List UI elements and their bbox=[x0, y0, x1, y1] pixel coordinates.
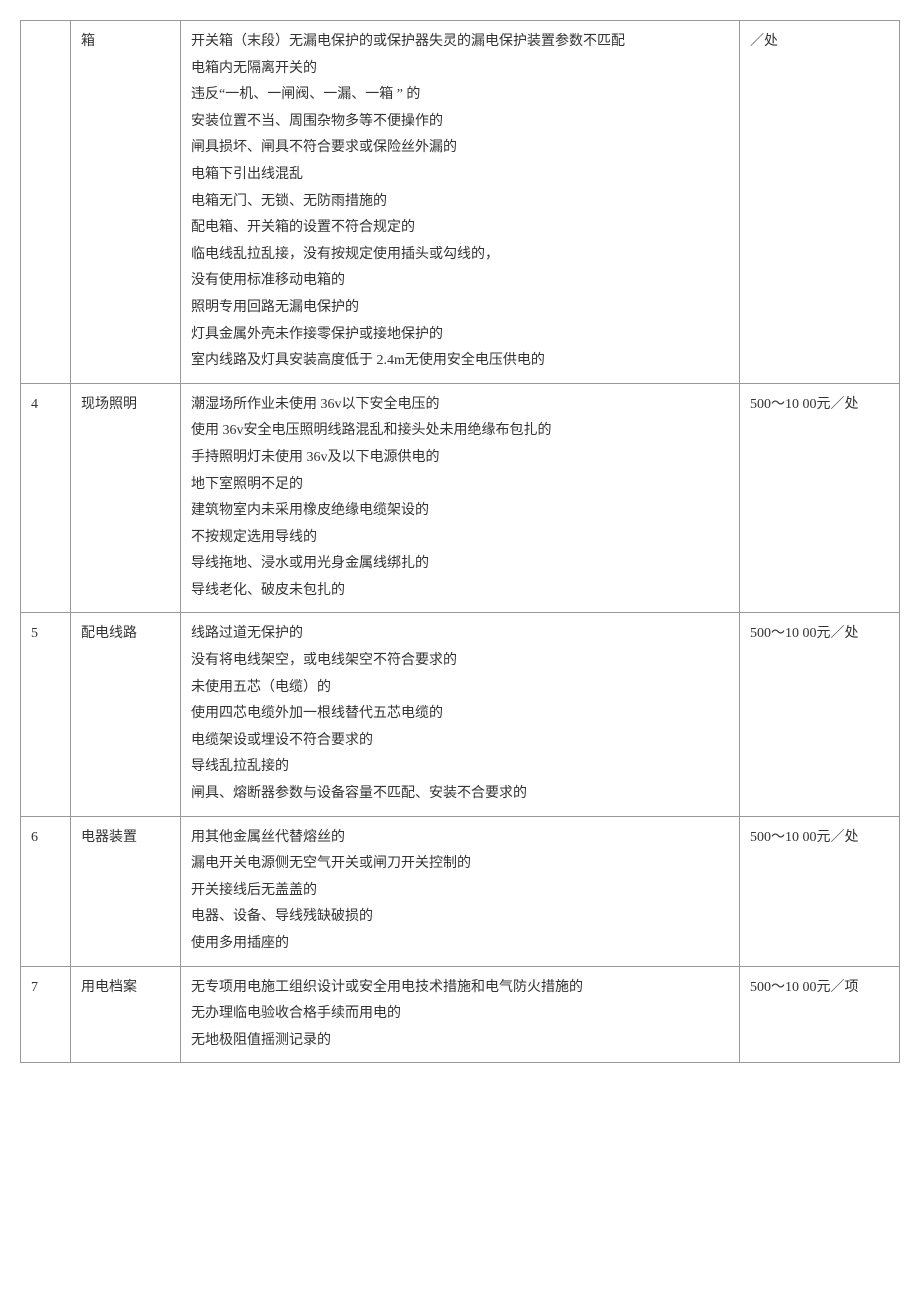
row-description: 无专项用电施工组织设计或安全用电技术措施和电气防火措施的无办理临电验收合格手续而… bbox=[181, 966, 740, 1063]
description-line: 照明专用回路无漏电保护的 bbox=[191, 295, 729, 322]
row-number: 7 bbox=[21, 966, 71, 1063]
row-penalty: 500～10 00元／处 bbox=[740, 816, 900, 966]
description-line: 导线老化、破皮未包扎的 bbox=[191, 578, 729, 605]
table-body: 箱开关箱（末段）无漏电保护的或保护器失灵的漏电保护装置参数不匹配电箱内无隔离开关… bbox=[21, 21, 900, 1063]
description-line: 地下室照明不足的 bbox=[191, 472, 729, 499]
description-line: 电箱内无隔离开关的 bbox=[191, 56, 729, 83]
description-line: 不按规定选用导线的 bbox=[191, 525, 729, 552]
row-description: 用其他金属丝代替熔丝的漏电开关电源侧无空气开关或闸刀开关控制的开关接线后无盖盖的… bbox=[181, 816, 740, 966]
description-line: 安装位置不当、周围杂物多等不便操作的 bbox=[191, 109, 729, 136]
row-number bbox=[21, 21, 71, 384]
row-category: 用电档案 bbox=[71, 966, 181, 1063]
row-description: 线路过道无保护的没有将电线架空，或电线架空不符合要求的未使用五芯（电缆）的使用四… bbox=[181, 613, 740, 816]
row-category: 配电线路 bbox=[71, 613, 181, 816]
row-category: 箱 bbox=[71, 21, 181, 384]
description-line: 无办理临电验收合格手续而用电的 bbox=[191, 1001, 729, 1028]
description-line: 使用 36v安全电压照明线路混乱和接头处未用绝缘布包扎的 bbox=[191, 418, 729, 445]
description-line: 使用多用插座的 bbox=[191, 931, 729, 958]
description-line: 室内线路及灯具安装高度低于 2.4m无使用安全电压供电的 bbox=[191, 348, 729, 375]
description-line: 临电线乱拉乱接，没有按规定使用插头或勾线的， bbox=[191, 242, 729, 269]
table-row: 箱开关箱（末段）无漏电保护的或保护器失灵的漏电保护装置参数不匹配电箱内无隔离开关… bbox=[21, 21, 900, 384]
description-line: 开关箱（末段）无漏电保护的或保护器失灵的漏电保护装置参数不匹配 bbox=[191, 29, 729, 56]
description-line: 电箱下引出线混乱 bbox=[191, 162, 729, 189]
description-line: 使用四芯电缆外加一根线替代五芯电缆的 bbox=[191, 701, 729, 728]
description-line: 违反“一机、一闸阀、一漏、一箱 ” 的 bbox=[191, 82, 729, 109]
description-line: 电器、设备、导线残缺破损的 bbox=[191, 904, 729, 931]
table-row: 5配电线路线路过道无保护的没有将电线架空，或电线架空不符合要求的未使用五芯（电缆… bbox=[21, 613, 900, 816]
description-line: 没有使用标准移动电箱的 bbox=[191, 268, 729, 295]
description-line: 开关接线后无盖盖的 bbox=[191, 878, 729, 905]
description-line: 闸具、熔断器参数与设备容量不匹配、安装不合要求的 bbox=[191, 781, 729, 808]
description-line: 手持照明灯未使用 36v及以下电源供电的 bbox=[191, 445, 729, 472]
description-line: 潮湿场所作业未使用 36v以下安全电压的 bbox=[191, 392, 729, 419]
row-description: 开关箱（末段）无漏电保护的或保护器失灵的漏电保护装置参数不匹配电箱内无隔离开关的… bbox=[181, 21, 740, 384]
description-line: 用其他金属丝代替熔丝的 bbox=[191, 825, 729, 852]
description-line: 建筑物室内未采用橡皮绝缘电缆架设的 bbox=[191, 498, 729, 525]
row-penalty: 500～10 00元／处 bbox=[740, 613, 900, 816]
description-line: 导线拖地、浸水或用光身金属线绑扎的 bbox=[191, 551, 729, 578]
description-line: 无专项用电施工组织设计或安全用电技术措施和电气防火措施的 bbox=[191, 975, 729, 1002]
row-number: 5 bbox=[21, 613, 71, 816]
description-line: 漏电开关电源侧无空气开关或闸刀开关控制的 bbox=[191, 851, 729, 878]
table-row: 7用电档案无专项用电施工组织设计或安全用电技术措施和电气防火措施的无办理临电验收… bbox=[21, 966, 900, 1063]
row-category: 电器装置 bbox=[71, 816, 181, 966]
row-penalty: ／处 bbox=[740, 21, 900, 384]
row-penalty: 500～10 00元／项 bbox=[740, 966, 900, 1063]
description-line: 配电箱、开关箱的设置不符合规定的 bbox=[191, 215, 729, 242]
description-line: 电缆架设或埋设不符合要求的 bbox=[191, 728, 729, 755]
description-line: 灯具金属外壳未作接零保护或接地保护的 bbox=[191, 322, 729, 349]
description-line: 闸具损坏、闸具不符合要求或保险丝外漏的 bbox=[191, 135, 729, 162]
description-line: 没有将电线架空，或电线架空不符合要求的 bbox=[191, 648, 729, 675]
description-line: 无地极阻值摇测记录的 bbox=[191, 1028, 729, 1055]
description-line: 导线乱拉乱接的 bbox=[191, 754, 729, 781]
description-line: 线路过道无保护的 bbox=[191, 621, 729, 648]
table-row: 4现场照明潮湿场所作业未使用 36v以下安全电压的使用 36v安全电压照明线路混… bbox=[21, 383, 900, 613]
penalty-table: 箱开关箱（末段）无漏电保护的或保护器失灵的漏电保护装置参数不匹配电箱内无隔离开关… bbox=[20, 20, 900, 1063]
row-penalty: 500～10 00元／处 bbox=[740, 383, 900, 613]
description-line: 未使用五芯（电缆）的 bbox=[191, 675, 729, 702]
row-number: 4 bbox=[21, 383, 71, 613]
row-number: 6 bbox=[21, 816, 71, 966]
table-row: 6电器装置用其他金属丝代替熔丝的漏电开关电源侧无空气开关或闸刀开关控制的开关接线… bbox=[21, 816, 900, 966]
description-line: 电箱无门、无锁、无防雨措施的 bbox=[191, 189, 729, 216]
row-description: 潮湿场所作业未使用 36v以下安全电压的使用 36v安全电压照明线路混乱和接头处… bbox=[181, 383, 740, 613]
row-category: 现场照明 bbox=[71, 383, 181, 613]
